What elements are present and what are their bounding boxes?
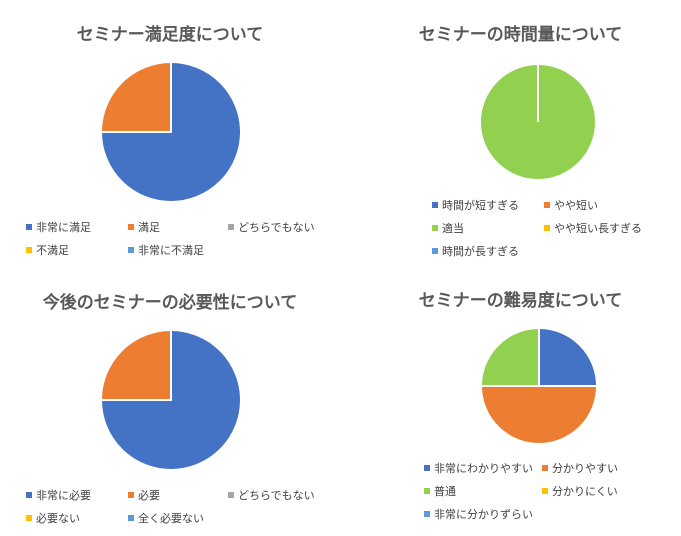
legend-item: 普通 (424, 485, 456, 499)
legend-label: どちらでもない (238, 221, 315, 234)
pie-chart (479, 63, 597, 181)
legend-swatch (26, 247, 32, 253)
legend-label: 不満足 (36, 244, 69, 257)
legend-label: 満足 (138, 221, 160, 234)
legend-label: 普通 (434, 485, 456, 498)
legend-label: 時間が長すぎる (442, 245, 519, 258)
legend-item: どちらでもない (228, 489, 315, 503)
legend-item: 非常に分かりずらい (424, 508, 533, 522)
legend-swatch (424, 511, 430, 517)
chart-title: セミナーの難易度について (418, 291, 623, 311)
legend-label: 時間が短すぎる (442, 199, 519, 212)
legend-label: 分かりやすい (552, 462, 618, 475)
legend-label: 非常に分かりずらい (434, 508, 533, 521)
chart-satisfaction: セミナー満足度について 非常に満足 満足 どちらでもない 不満足 非常に不満足 (0, 0, 340, 268)
legend-item: 満足 (128, 221, 160, 235)
legend-swatch (128, 492, 134, 498)
legend-swatch (542, 488, 548, 494)
legend-swatch (424, 465, 430, 471)
legend-label: 分かりにくい (552, 485, 618, 498)
legend-swatch (432, 202, 438, 208)
legend-swatch (544, 202, 550, 208)
pie-chart (99, 60, 242, 203)
pie-slice (99, 60, 172, 133)
legend-item: 分かりやすい (542, 462, 618, 476)
pie-slice (99, 328, 172, 401)
legend-item: 分かりにくい (542, 485, 618, 499)
legend-swatch (228, 492, 234, 498)
chart-difficulty: セミナーの難易度について 非常にわかりやすい 分かりやすい 普通 分かりにくい … (370, 268, 681, 536)
legend-swatch (128, 515, 134, 521)
pie-slice (479, 326, 540, 387)
legend-label: 必要 (138, 489, 160, 502)
legend-label: 非常に必要 (36, 489, 91, 502)
legend-swatch (544, 225, 550, 231)
legend-item: 全く必要ない (128, 512, 204, 526)
legend-label: どちらでもない (238, 489, 315, 502)
legend-item: 非常に必要 (26, 489, 91, 503)
legend-swatch (228, 224, 234, 230)
legend-item: 適当 (432, 222, 464, 236)
chart-title: セミナーの時間量について (418, 25, 623, 45)
legend-swatch (128, 224, 134, 230)
chart-title: セミナー満足度について (76, 25, 264, 45)
legend-item: どちらでもない (228, 221, 315, 235)
legend-swatch (128, 247, 134, 253)
pie-chart (479, 326, 599, 445)
legend-item: 非常に満足 (26, 221, 91, 235)
legend-item: やや短い (544, 199, 598, 213)
pie-chart (99, 328, 242, 471)
legend-swatch (26, 515, 32, 521)
legend-label: 非常にわかりやすい (434, 462, 533, 475)
legend-swatch (424, 488, 430, 494)
legend-item: 時間が長すぎる (432, 245, 519, 259)
legend-label: 非常に不満足 (138, 244, 204, 257)
legend-item: やや短い長すぎる (544, 222, 642, 236)
legend-item: 不満足 (26, 244, 69, 258)
legend-label: 必要ない (36, 512, 80, 525)
legend-swatch (26, 492, 32, 498)
legend-label: やや短い長すぎる (554, 222, 642, 235)
chart-title: 今後のセミナーの必要性について (42, 293, 298, 313)
legend-item: 必要ない (26, 512, 80, 526)
legend-item: 必要 (128, 489, 160, 503)
legend-swatch (26, 224, 32, 230)
pie-slice (479, 385, 599, 445)
legend-item: 時間が短すぎる (432, 199, 519, 213)
legend-swatch (542, 465, 548, 471)
pie-slice (538, 326, 599, 387)
legend-swatch (432, 248, 438, 254)
legend-label: 非常に満足 (36, 221, 91, 234)
legend-label: 全く必要ない (138, 512, 204, 525)
chart-duration: セミナーの時間量について 時間が短すぎる やや短い 適当 やや短い長すぎる 時間… (370, 0, 681, 268)
legend-label: 適当 (442, 222, 464, 235)
legend-item: 非常に不満足 (128, 244, 204, 258)
legend-label: やや短い (554, 199, 598, 212)
legend-item: 非常にわかりやすい (424, 462, 533, 476)
legend-swatch (432, 225, 438, 231)
chart-necessity: 今後のセミナーの必要性について 非常に必要 必要 どちらでもない 必要ない 全く… (0, 268, 340, 536)
